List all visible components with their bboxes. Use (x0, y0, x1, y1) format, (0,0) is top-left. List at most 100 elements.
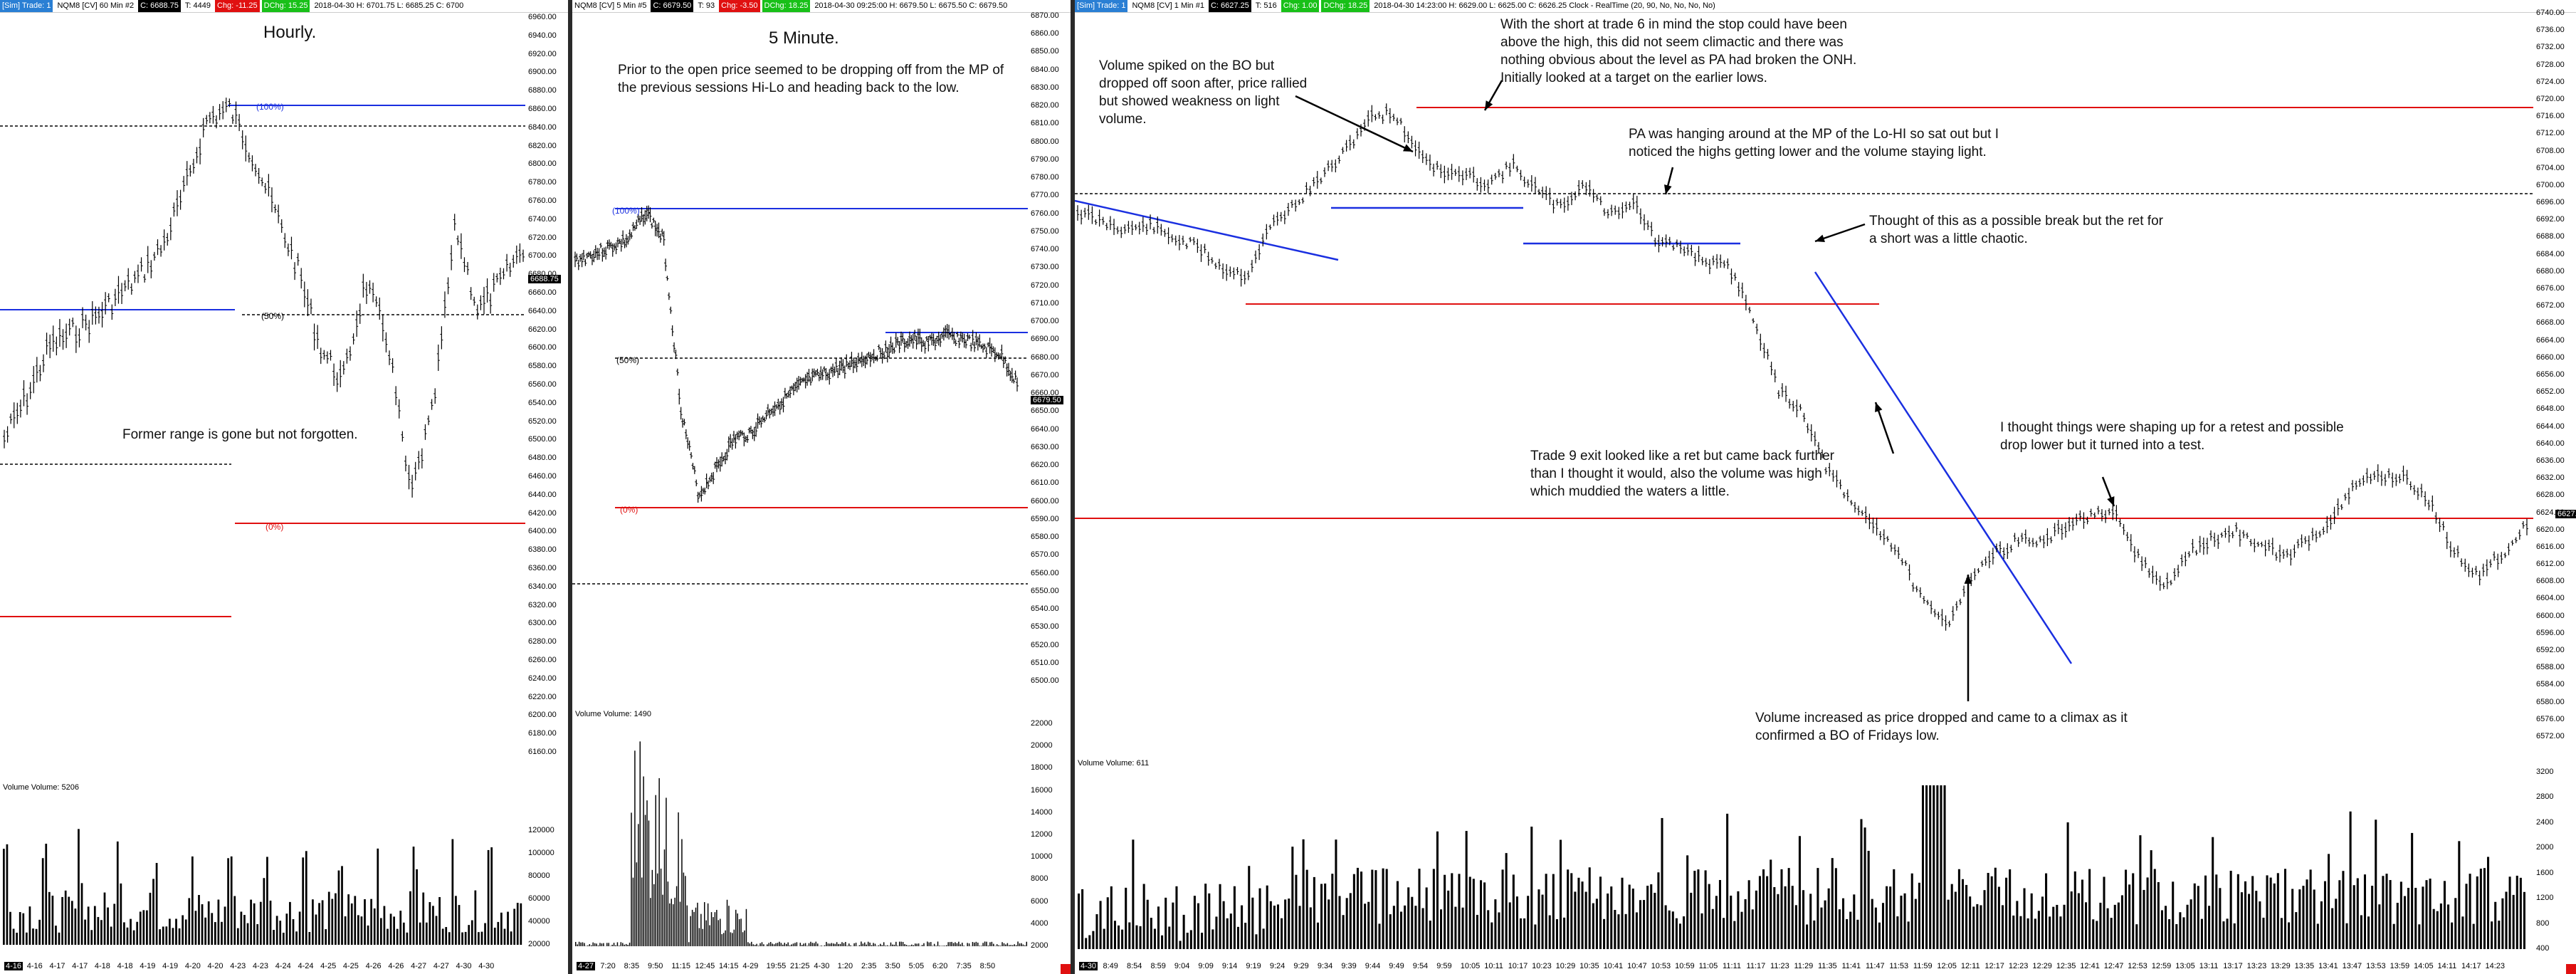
price-tick-label: 6710.00 (1031, 298, 1059, 308)
volume-bar (2338, 880, 2341, 949)
volume-tick-label: 400 (2536, 944, 2550, 953)
time-tick-label: 9:49 (1389, 962, 1404, 970)
five-min-time-axis[interactable]: 4-27 7:20 8:35 9:50 11:15 12:45 14:15 4-29 19:55… (572, 960, 1071, 974)
price-tick-label: 6460.00 (528, 472, 557, 481)
five-minute-chart-panel[interactable]: NQM8 [CV] 5 Min #5 C: 6679.50 T: 93 Chg: -3… (572, 0, 1071, 974)
volume-bar (2052, 906, 2055, 949)
volume-bar (2273, 883, 2276, 949)
volume-bar (2236, 874, 2239, 949)
volume-bar (1189, 930, 1192, 949)
volume-bar (1856, 919, 1859, 949)
volume-bar (1284, 899, 1287, 949)
volume-bar (1515, 896, 1518, 949)
arrow-trade6-high-head (1485, 100, 1493, 110)
volume-bar (705, 920, 707, 946)
volume-bar (1530, 827, 1533, 949)
volume-bar (357, 915, 359, 945)
one-min-price-axis[interactable]: 6740.00 6736.00 6732.00 6728.00 6724.00 6720.… (2533, 9, 2576, 960)
volume-bar (19, 912, 21, 945)
volume-bar (2501, 898, 2504, 949)
volume-bar (1555, 918, 1558, 949)
sim-trade-tag[interactable]: [Sim] Trade: 1 (0, 0, 53, 12)
time-tick-label: 5:05 (908, 962, 925, 970)
volume-tick-label: 22000 (1031, 719, 1053, 728)
price-tick-label: 6240.00 (528, 674, 557, 683)
volume-bar (367, 925, 369, 945)
price-tick-label: 6590.00 (1031, 514, 1059, 523)
hourly-chart-panel[interactable]: [Sim] Trade: 1 NQM8 [CV] 60 Min #2 C: 6688… (0, 0, 568, 974)
volume-bar (2269, 877, 2272, 949)
volume-bar (2392, 923, 2395, 949)
volume-bar (2034, 918, 2036, 949)
five-min-price-axis[interactable]: 6870.00 6860.00 6850.00 6840.00 6830.00 6820.… (1028, 11, 1071, 960)
ohlc-readout: 2018-04-30 09:25:00 H: 6679.50 L: 6675.5… (814, 1, 1008, 10)
volume-bar (2382, 876, 2385, 949)
price-tick-label: 6840.00 (1031, 65, 1059, 74)
hourly-price-plot[interactable] (0, 12, 525, 960)
time-tick-label: 13:41 (2318, 962, 2338, 970)
volume-bar (2139, 835, 2142, 949)
sim-trade-tag[interactable]: [Sim] Trade: 1 (1075, 0, 1128, 12)
volume-bar (1476, 914, 1478, 949)
time-tick-label: 11:23 (1770, 962, 1789, 970)
volume-bar (201, 904, 204, 945)
volume-bar (1407, 887, 1410, 949)
volume-bar (325, 929, 327, 945)
volume-bar (2407, 887, 2410, 949)
volume-bar (858, 945, 861, 946)
time-tick-label: 10:53 (1651, 962, 1671, 970)
volume-bar (952, 943, 955, 946)
chart-title: Hourly. (263, 23, 317, 42)
one-min-price-plot[interactable] (1075, 12, 2533, 960)
volume-bar (693, 911, 695, 946)
volume-bar (35, 928, 38, 945)
volume-bar (1693, 871, 1696, 949)
volume-bar (142, 910, 145, 945)
hourly-time-axis[interactable]: 4-16 4-16 4-17 4-17 4-18 4-18 4-19 4-19 4-20 4-20… (0, 960, 568, 974)
volume-bar (1762, 869, 1765, 949)
volume-bar (686, 905, 688, 946)
volume-bar (592, 942, 594, 946)
volume-tick-label: 1200 (2536, 894, 2554, 903)
time-tick-label: 2:35 (861, 962, 877, 970)
time-tick-label: 10:17 (1508, 962, 1528, 970)
time-tick-label: 12:29 (2032, 962, 2052, 970)
volume-bar (1740, 911, 1743, 949)
volume-bar (803, 943, 804, 946)
volume-tick-label: 120000 (528, 826, 554, 834)
one-minute-chart-panel[interactable]: [Sim] Trade: 1 NQM8 [CV] 1 Min #1 C: 6627.… (1075, 0, 2576, 974)
volume-tick-label: 18000 (1031, 763, 1053, 773)
volume-bar (364, 899, 366, 945)
volume-bar (644, 815, 646, 946)
time-tick-label: 4-27 (433, 962, 449, 970)
time-tick-label: 11:35 (1817, 962, 1837, 970)
panel-divider[interactable] (1071, 0, 1075, 974)
hourly-price-axis[interactable]: 6960.00 6940.00 6920.00 6900.00 6880.00 6860.… (525, 12, 568, 960)
one-min-time-axis[interactable]: 4-30 8:49 8:54 8:59 9:04 9:09 9:14 9:19 9:24 9:29… (1075, 960, 2576, 974)
time-tick-label: 3:50 (885, 962, 900, 970)
price-tick-label: 6620.00 (1031, 461, 1059, 470)
volume-bar (2045, 873, 2048, 949)
panel-divider[interactable] (568, 0, 572, 974)
price-tick-label: 6604.00 (2536, 594, 2565, 603)
price-tick-label: 6660.00 (1031, 389, 1059, 398)
volume-bar (1947, 899, 1950, 949)
volume-bar (2262, 917, 2265, 949)
volume-bar (1581, 881, 1584, 949)
arrow-lower-highs-head (1664, 184, 1672, 194)
volume-bar (648, 820, 650, 946)
volume-bar (441, 928, 444, 945)
five-min-price-plot[interactable] (572, 12, 1028, 960)
volume-bar (1396, 881, 1399, 949)
volume-bar (285, 913, 288, 945)
time-tick-label: 8:59 (1150, 962, 1166, 970)
last-price: C: 6688.75 (138, 0, 181, 12)
volume-bar (2367, 916, 2370, 949)
volume-bar (1646, 886, 1649, 949)
hourly-volume (3, 829, 522, 945)
price-tick-label: 6300.00 (528, 619, 557, 628)
volume-bar (32, 928, 34, 945)
time-tick-label: 13:59 (2390, 962, 2410, 970)
volume-bar (674, 897, 675, 946)
volume-bar (16, 932, 19, 945)
